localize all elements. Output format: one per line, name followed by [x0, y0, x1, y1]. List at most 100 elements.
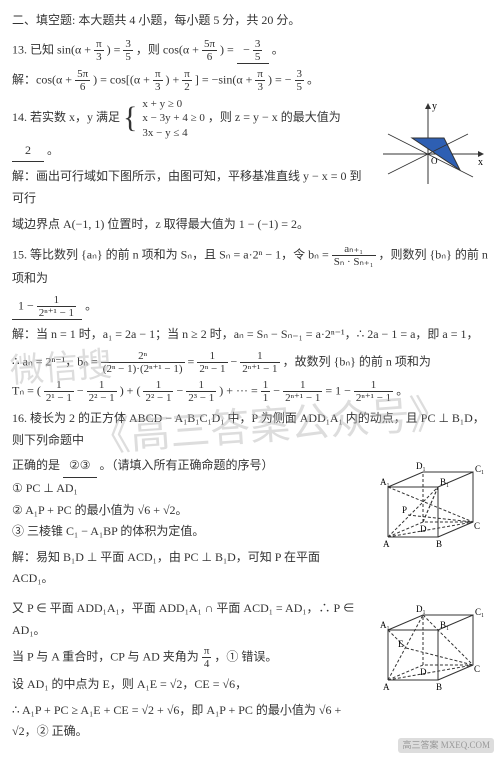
- q13-text-e: 。: [272, 42, 284, 56]
- svg-text:A₁: A₁: [380, 620, 390, 630]
- q15s3f7n: 1: [354, 379, 393, 392]
- origin-label: O: [431, 156, 438, 166]
- section-title: 二、填空题: 本大题共 4 小题，每小题 5 分，共 20 分。: [12, 10, 488, 32]
- q16-sol5: ∴ A₁P + PC ≥ A₁E + CE = √2 + √6，即 A₁P + …: [12, 700, 488, 743]
- q13s4d: 3: [255, 81, 265, 93]
- q13-sol-f: 。: [307, 72, 319, 86]
- q14: x y O 14. 若实数 x，y 满足 { x + y ≥ 0 x − 3y …: [12, 97, 488, 239]
- q13s1d: 6: [75, 81, 90, 93]
- q15-sol3: Tₙ = ( 12¹ − 1 − 12² − 1 ) + ( 12² − 1 −…: [12, 379, 488, 404]
- q13-text-d: ) =: [220, 42, 237, 56]
- q13s5d: 5: [295, 81, 305, 93]
- svg-text:C: C: [474, 664, 480, 674]
- q15-sol2a: ∴ aₙ = 2ⁿ⁻¹，bₙ =: [12, 354, 101, 368]
- q13s5n: 3: [295, 68, 305, 81]
- q15-sol3h: 。: [396, 383, 408, 397]
- q15-sol2c: −: [231, 354, 241, 368]
- q16-cube-figure-1: A B C D A₁ B₁ C₁ D₁ P: [368, 457, 488, 557]
- q15-sol3f: −: [273, 383, 283, 397]
- svg-text:P: P: [402, 505, 407, 515]
- q13-sol-d: ] = −sin(α +: [195, 72, 256, 86]
- q14-text-c: 。: [47, 143, 59, 157]
- q15-bnn: aₙ₊₁: [332, 243, 376, 256]
- q14-eq2: x − 3y + 4 ≥ 0: [142, 111, 204, 125]
- q13s2n: π: [153, 68, 163, 81]
- q15s2f3n: 1: [240, 350, 279, 363]
- q14-text-a: 14. 若实数 x，y 满足: [12, 110, 123, 124]
- q15s3f7d: 2ⁿ⁺¹ − 1: [354, 392, 393, 404]
- svg-text:A: A: [383, 539, 390, 549]
- q15-sol3a: Tₙ = (: [12, 383, 41, 397]
- q15-sol1: 解：当 n = 1 时，a₁ = 2a − 1；当 n ≥ 2 时，aₙ = S…: [12, 324, 488, 346]
- svg-text:B₁: B₁: [440, 477, 449, 487]
- q15s3f6n: 1: [283, 379, 322, 392]
- q16s3d: 4: [202, 658, 212, 670]
- q15s3f6d: 2ⁿ⁺¹ − 1: [283, 392, 322, 404]
- q13-f3d: 6: [202, 51, 217, 63]
- q15s3f4n: 1: [186, 379, 216, 392]
- q13-answer-blank: − 35: [237, 38, 269, 64]
- q13-f3n: 5π: [202, 38, 217, 51]
- q15s3f4d: 2³ − 1: [186, 392, 216, 404]
- q15-sol3d: −: [176, 383, 186, 397]
- q15-ans-a: 1 −: [18, 298, 37, 312]
- q13-text-a: 13. 已知 sin(α +: [12, 42, 94, 56]
- q14-eq1: x + y ≥ 0: [142, 97, 204, 111]
- q13-ansd: 5: [253, 51, 263, 63]
- q14-system: x + y ≥ 0 x − 3y + 4 ≥ 0 3x − y ≤ 4: [142, 97, 204, 140]
- q15-text-a: 15. 等比数列 {aₙ} 的前 n 项和为 Sₙ，且 Sₙ = a·2ⁿ − …: [12, 248, 332, 262]
- q13-sol-c: ) +: [166, 72, 183, 86]
- svg-text:B₁: B₁: [440, 620, 449, 630]
- svg-text:B: B: [436, 682, 442, 692]
- q15s3f2n: 1: [87, 379, 117, 392]
- q13s1n: 5π: [75, 68, 90, 81]
- svg-text:C₁: C₁: [475, 607, 484, 617]
- q15-sol2d: ，故数列 {bₙ} 的前 n 项和为: [283, 354, 431, 368]
- q13-ans-pre: −: [243, 42, 253, 56]
- q13: 13. 已知 sin(α + π3 ) = 35 ，则 cos(α + 5π6 …: [12, 38, 488, 64]
- axis-x-label: x: [478, 157, 483, 168]
- svg-text:B: B: [436, 539, 442, 549]
- q15s3f5d: 1: [261, 392, 271, 404]
- q14-eq3: 3x − y ≤ 4: [142, 126, 204, 140]
- q15s2f1d: (2ⁿ − 1)·(2ⁿ⁺¹ − 1): [101, 363, 185, 375]
- footer-watermark: 高三答案 MXEQ.COM: [398, 738, 494, 753]
- q15s3f1d: 2¹ − 1: [44, 392, 74, 404]
- q15: 15. 等比数列 {aₙ} 的前 n 项和为 Sₙ，且 Sₙ = a·2ⁿ − …: [12, 243, 488, 290]
- q15s2f2n: 1: [197, 350, 227, 363]
- q13s3n: π: [182, 68, 192, 81]
- q15s3f3n: 1: [143, 379, 173, 392]
- q16-answer-blank: ②③: [63, 455, 97, 478]
- q16-sol3a: 当 P 与 A 重合时，CP 与 AD 夹角为: [12, 649, 202, 663]
- q16-cube-figure-2: A B C D A₁ B₁ C₁ D₁ E: [368, 600, 488, 700]
- q16s3n: π: [202, 645, 212, 658]
- q15-ansd: 2ⁿ⁺¹ − 1: [37, 307, 76, 319]
- q15-ans-dot: 。: [85, 298, 97, 312]
- q13s3d: 2: [182, 81, 192, 93]
- q15s2f2d: 2ⁿ − 1: [197, 363, 227, 375]
- q15s3f1n: 1: [44, 379, 74, 392]
- q13-text-c: ，则 cos(α +: [136, 42, 202, 56]
- svg-text:C₁: C₁: [475, 464, 484, 474]
- q13-f2n: 3: [123, 38, 133, 51]
- q15-ansn: 1: [37, 294, 76, 307]
- q16-sol3b: ，① 错误。: [214, 649, 277, 663]
- q15s2f3d: 2ⁿ⁺¹ − 1: [240, 363, 279, 375]
- svg-text:D₁: D₁: [416, 604, 426, 614]
- q15-sol3e: ) + ··· =: [219, 383, 261, 397]
- q15-sol3c: ) + (: [120, 383, 141, 397]
- q16-line2: A B C D A₁ B₁ C₁ D₁ P 正确的是 ②③ 。（请填入所有正确命…: [12, 455, 488, 594]
- q15s3f3d: 2² − 1: [143, 392, 173, 404]
- q13-f1d: 3: [94, 51, 104, 63]
- q15-sol3g: = 1 −: [325, 383, 354, 397]
- q16-text-c: 。（请填入所有正确命题的序号）: [100, 458, 274, 472]
- brace-icon: {: [123, 103, 137, 133]
- svg-text:C: C: [474, 521, 480, 531]
- svg-text:D: D: [420, 524, 427, 534]
- q13s2d: 3: [153, 81, 163, 93]
- q13-f1n: π: [94, 38, 104, 51]
- q13-sol-b: ) = cos[(α +: [93, 72, 153, 86]
- q15-sol2b: =: [188, 354, 198, 368]
- svg-text:D₁: D₁: [416, 461, 426, 471]
- q13-text-b: ) =: [107, 42, 124, 56]
